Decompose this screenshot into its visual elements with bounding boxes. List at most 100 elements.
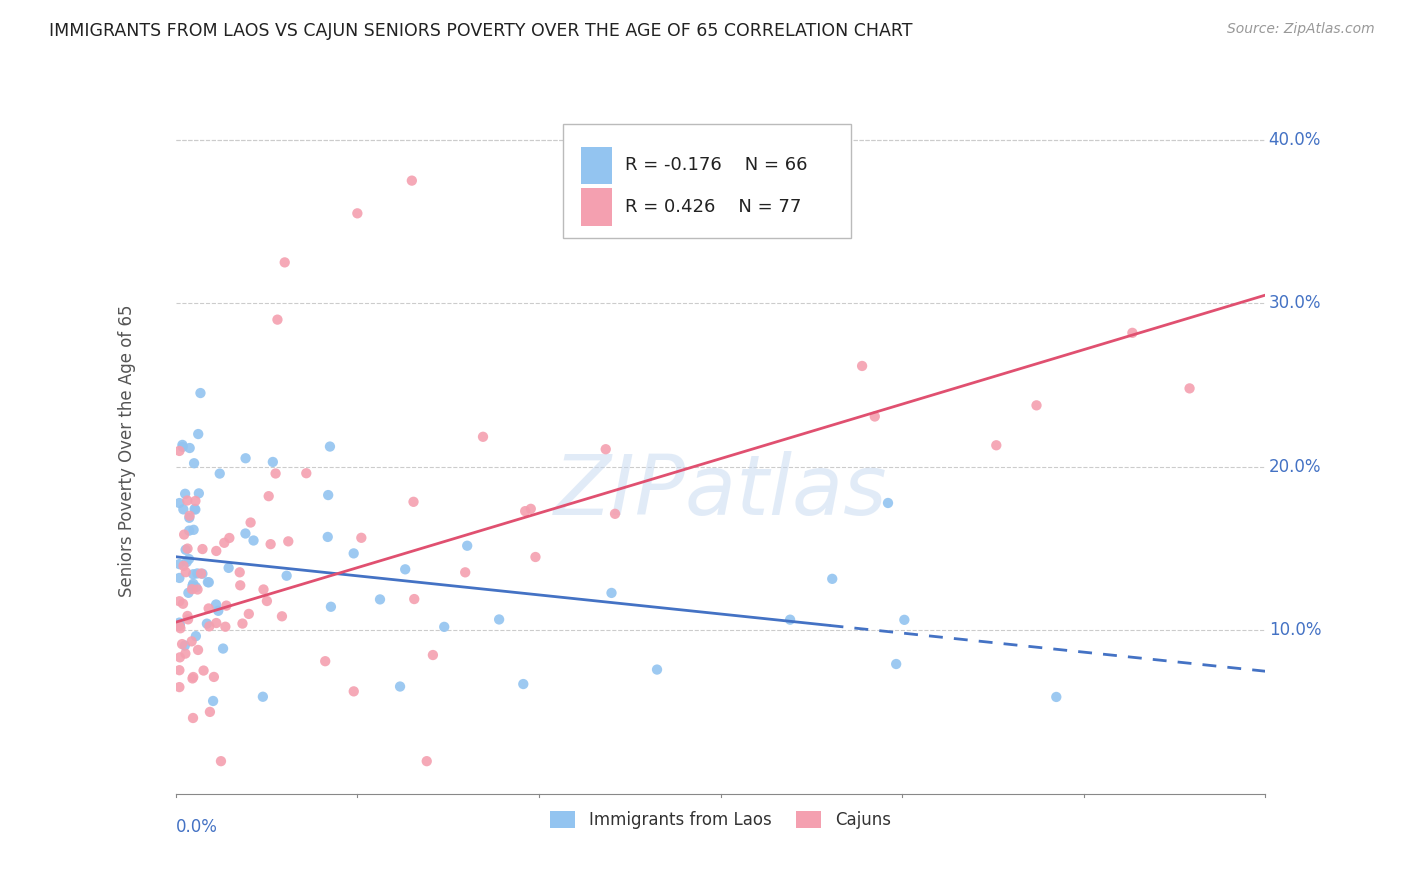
Point — [169, 680, 191, 694]
Point — [176, 609, 198, 624]
Point — [190, 386, 212, 401]
Point — [986, 438, 1008, 452]
Point — [242, 533, 264, 548]
Point — [177, 586, 200, 600]
Point — [169, 621, 191, 635]
Point — [202, 670, 225, 684]
Point — [488, 612, 510, 626]
Point — [1121, 326, 1143, 340]
Point — [197, 575, 219, 590]
Point — [187, 486, 209, 500]
Point — [169, 444, 191, 458]
Point — [179, 508, 201, 523]
Point — [169, 663, 191, 677]
Point — [177, 612, 200, 626]
Point — [205, 544, 228, 558]
Point — [214, 620, 236, 634]
Text: R = 0.426    N = 77: R = 0.426 N = 77 — [624, 198, 801, 216]
Point — [520, 501, 543, 516]
Point — [316, 530, 339, 544]
Point — [174, 487, 197, 501]
Point — [184, 502, 207, 516]
Point — [416, 754, 439, 768]
Text: 40.0%: 40.0% — [1268, 131, 1322, 149]
Point — [262, 455, 284, 469]
Point — [179, 524, 201, 538]
Point — [277, 534, 299, 549]
Point — [176, 541, 198, 556]
Point — [239, 516, 262, 530]
Point — [169, 615, 191, 630]
Point — [524, 549, 547, 564]
Point — [314, 654, 336, 668]
Point — [181, 579, 204, 593]
Point — [205, 615, 228, 630]
Point — [202, 694, 225, 708]
Text: R = -0.176    N = 66: R = -0.176 N = 66 — [624, 156, 807, 175]
Point — [176, 555, 198, 569]
Point — [472, 430, 495, 444]
Point — [207, 604, 229, 618]
Point — [181, 711, 204, 725]
Point — [350, 531, 373, 545]
Point — [173, 527, 195, 541]
Text: Seniors Poverty Over the Age of 65: Seniors Poverty Over the Age of 65 — [118, 304, 136, 597]
Text: 30.0%: 30.0% — [1268, 294, 1322, 312]
Point — [402, 495, 425, 509]
Point — [346, 206, 368, 220]
Bar — [581, 146, 612, 185]
Point — [176, 493, 198, 508]
Point — [209, 754, 232, 768]
Point — [264, 467, 287, 481]
Point — [212, 641, 235, 656]
Point — [779, 613, 801, 627]
Point — [368, 592, 391, 607]
Point — [893, 613, 915, 627]
Point — [174, 542, 197, 557]
Text: IMMIGRANTS FROM LAOS VS CAJUN SENIORS POVERTY OVER THE AGE OF 65 CORRELATION CHA: IMMIGRANTS FROM LAOS VS CAJUN SENIORS PO… — [49, 22, 912, 40]
Point — [169, 618, 191, 632]
FancyBboxPatch shape — [562, 124, 852, 237]
Point — [295, 467, 318, 481]
Point — [198, 705, 221, 719]
Point — [433, 620, 456, 634]
Point — [276, 568, 298, 582]
Point — [197, 575, 219, 590]
Point — [215, 599, 238, 613]
Point — [454, 566, 477, 580]
Point — [229, 578, 252, 592]
Text: 20.0%: 20.0% — [1268, 458, 1322, 475]
Point — [884, 657, 907, 671]
Point — [181, 576, 204, 591]
Point — [595, 442, 617, 457]
Point — [173, 558, 195, 573]
Point — [1045, 690, 1067, 704]
Point — [259, 537, 281, 551]
Point — [515, 504, 537, 518]
Point — [183, 502, 205, 516]
Point — [169, 594, 191, 608]
Point — [198, 619, 221, 633]
Point — [186, 566, 208, 581]
Point — [274, 255, 297, 269]
Legend: Immigrants from Laos, Cajuns: Immigrants from Laos, Cajuns — [543, 802, 898, 837]
Point — [191, 542, 214, 557]
Point — [179, 510, 201, 524]
Point — [316, 488, 339, 502]
Point — [172, 438, 194, 452]
Point — [187, 427, 209, 442]
Point — [266, 312, 288, 326]
Point — [235, 526, 257, 541]
Point — [851, 359, 873, 373]
Point — [172, 440, 194, 454]
Point — [181, 672, 204, 686]
Point — [456, 539, 478, 553]
Point — [193, 664, 215, 678]
Point — [186, 582, 208, 597]
Point — [231, 616, 253, 631]
Point — [174, 565, 197, 579]
Point — [252, 690, 274, 704]
Point — [877, 496, 900, 510]
Point — [512, 677, 534, 691]
Text: 10.0%: 10.0% — [1268, 622, 1322, 640]
